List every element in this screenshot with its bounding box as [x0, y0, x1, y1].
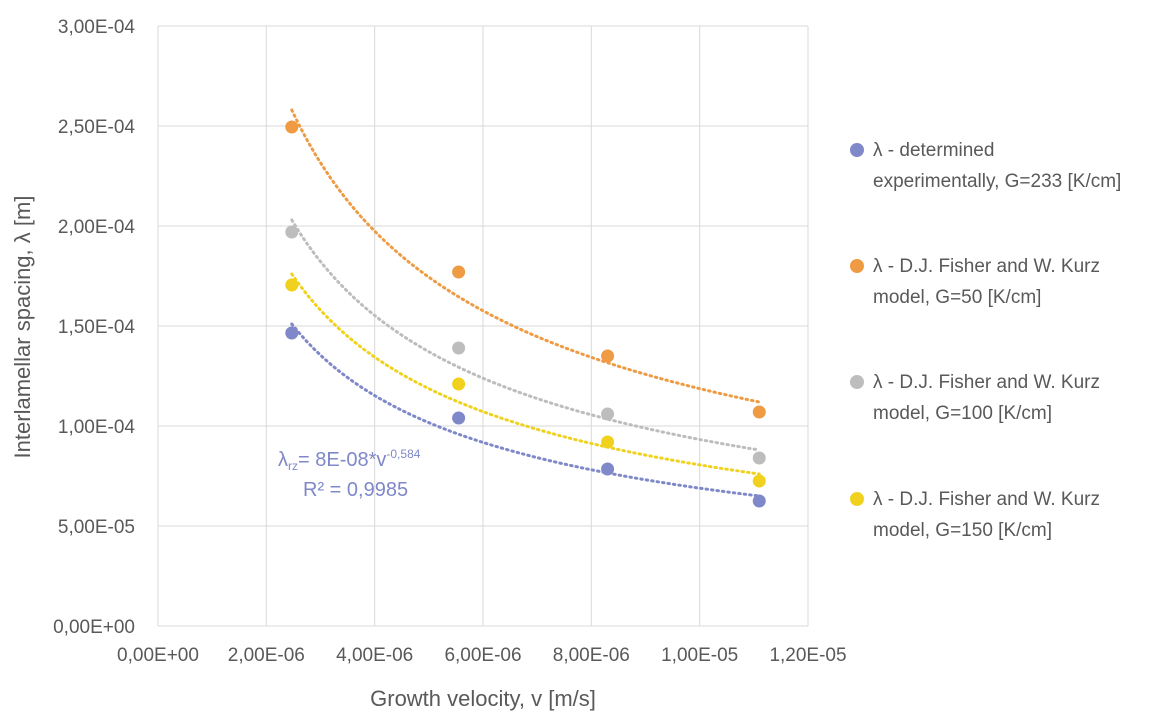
trendline-series-2: [290, 108, 761, 404]
x-axis-title: Growth velocity, v [m/s]: [370, 686, 596, 711]
legend-label: model, G=100 [K/cm]: [873, 403, 1052, 424]
data-point-series-4: [285, 278, 299, 292]
grid: [157, 25, 809, 627]
data-point-series-3: [452, 341, 466, 355]
legend-marker: [850, 143, 864, 157]
y-tick-label: 2,00E-04: [58, 217, 136, 238]
data-point-series-1: [285, 326, 299, 340]
legend-label: λ - determined: [873, 140, 994, 161]
legend-marker: [850, 259, 864, 273]
legend-label: model, G=50 [K/cm]: [873, 287, 1041, 308]
legend-label: λ - D.J. Fisher and W. Kurz: [873, 372, 1100, 393]
legend: λ - determined experimentally, G=233 [K/c…: [850, 140, 1121, 541]
data-point-series-4: [752, 474, 766, 488]
data-point-series-3: [752, 451, 766, 465]
y-tick-label: 5,00E-05: [58, 517, 135, 538]
legend-label: experimentally, G=233 [K/cm]: [873, 171, 1121, 192]
x-tick-label: 4,00E-06: [336, 645, 413, 666]
trendline-series-1: [290, 322, 761, 498]
y-tick-label: 1,00E-04: [58, 417, 136, 438]
data-point-series-4: [601, 435, 615, 449]
r-squared-label: R² = 0,9985: [303, 479, 408, 501]
legend-label: λ - D.J. Fisher and W. Kurz: [873, 489, 1100, 510]
data-point-series-2: [601, 349, 615, 363]
x-tick-label: 8,00E-06: [553, 645, 630, 666]
x-tick-label: 2,00E-06: [228, 645, 305, 666]
data-point-series-2: [452, 265, 466, 279]
data-point-series-4: [452, 377, 466, 391]
legend-label: λ - D.J. Fisher and W. Kurz: [873, 256, 1100, 277]
y-tick-label: 0,00E+00: [53, 617, 135, 638]
trendline-series-3: [290, 218, 761, 452]
x-tick-labels: 0,00E+00 2,00E-06 4,00E-06 6,00E-06 8,00E-06…: [117, 645, 847, 666]
data-point-series-3: [601, 407, 615, 421]
data-point-series-1: [452, 411, 466, 425]
y-tick-label: 2,50E-04: [58, 117, 136, 138]
y-axis-title: Interlamellar spacing, λ [m]: [10, 196, 35, 459]
y-tick-label: 3,00E-04: [58, 17, 136, 38]
x-tick-label: 1,20E-05: [769, 645, 846, 666]
legend-marker: [850, 375, 864, 389]
data-point-series-1: [752, 494, 766, 508]
data-point-series-2: [285, 120, 299, 134]
data-points: [285, 120, 766, 508]
trendline-series-4: [290, 272, 761, 476]
data-point-series-3: [285, 225, 299, 239]
legend-label: model, G=150 [K/cm]: [873, 520, 1052, 541]
y-tick-labels: 0,00E+00 5,00E-05 1,00E-04 1,50E-04 2,00E-04…: [53, 17, 135, 638]
data-point-series-2: [752, 405, 766, 419]
legend-marker: [850, 492, 864, 506]
trendline-equation: λrz= 8E-08*v-0,584 R² = 0,9985: [278, 447, 421, 501]
x-tick-label: 1,00E-05: [661, 645, 738, 666]
x-tick-label: 0,00E+00: [117, 645, 199, 666]
data-point-series-1: [601, 462, 615, 476]
trendlines: [290, 108, 761, 498]
x-tick-label: 6,00E-06: [444, 645, 521, 666]
y-tick-label: 1,50E-04: [58, 317, 136, 338]
equation-label: λrz= 8E-08*v-0,584: [278, 447, 421, 473]
